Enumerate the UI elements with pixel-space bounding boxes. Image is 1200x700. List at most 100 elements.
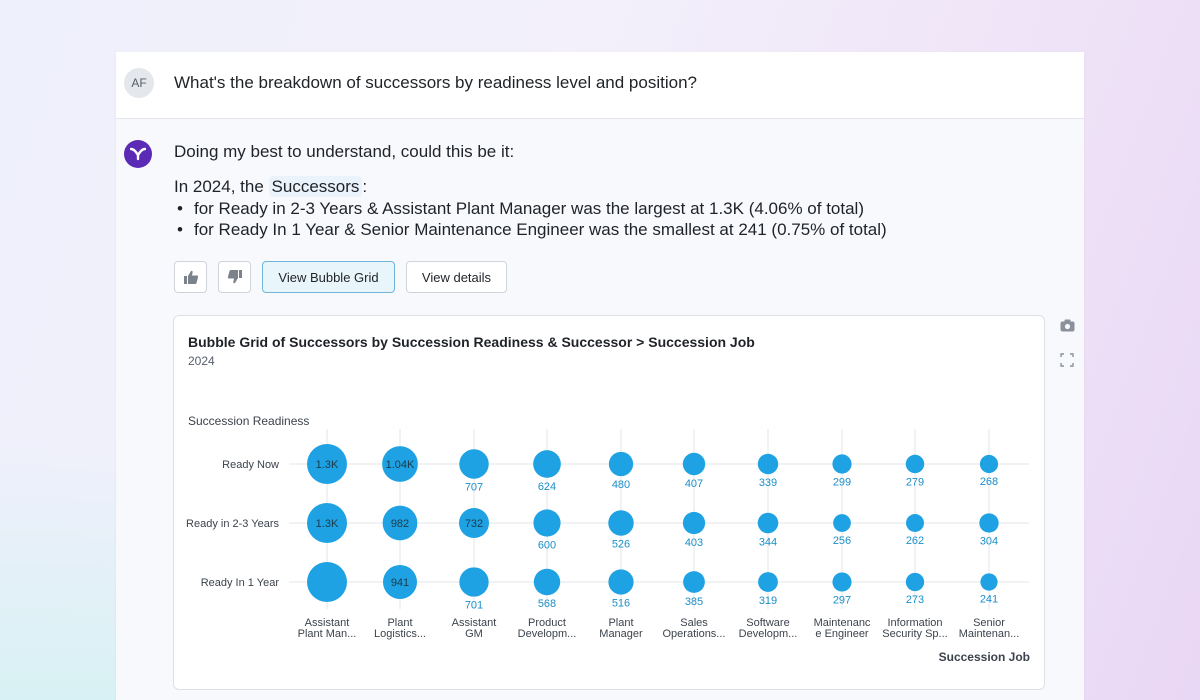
bubble xyxy=(608,569,634,595)
bubble xyxy=(307,503,347,543)
bubble xyxy=(980,573,998,591)
bubble xyxy=(307,562,347,602)
bubble-label: 256 xyxy=(833,535,851,547)
thumbs-up-icon xyxy=(183,270,198,284)
bubble-label: 279 xyxy=(906,476,924,488)
column-label: e Engineer xyxy=(815,628,869,640)
bubble-label: 241 xyxy=(980,594,998,606)
column-label: Manager xyxy=(599,628,643,640)
column-label: Developm... xyxy=(739,628,798,640)
column-label: Security Sp... xyxy=(882,628,947,640)
bubble-label: 407 xyxy=(685,478,703,490)
assistant-logo-icon xyxy=(124,140,152,168)
bubble xyxy=(382,446,418,482)
column-label: Software xyxy=(746,617,789,629)
user-message: AF What's the breakdown of successors by… xyxy=(116,52,1084,119)
bubble xyxy=(833,514,851,532)
bubble-label: 304 xyxy=(980,536,998,548)
bubble-label: 600 xyxy=(538,540,556,552)
bubble-label: 701 xyxy=(465,600,483,612)
column-label: Developm... xyxy=(518,628,577,640)
bubble xyxy=(459,449,489,479)
bubble xyxy=(905,572,925,592)
bubble-label: 1.04K xyxy=(386,459,415,471)
bubble-label: 707 xyxy=(465,482,483,494)
bubble xyxy=(832,572,852,592)
column-label: Maintenanc xyxy=(814,617,871,629)
chart-title: Bubble Grid of Successors by Succession … xyxy=(188,334,755,350)
chat-panel: AF What's the breakdown of successors by… xyxy=(116,52,1084,700)
bubble-label: 319 xyxy=(759,595,777,607)
thumbs-up-button[interactable] xyxy=(174,261,207,293)
camera-icon[interactable] xyxy=(1059,317,1075,333)
bubble-label: 1.3K xyxy=(316,518,339,530)
bubble xyxy=(832,454,852,474)
bubble xyxy=(905,454,925,474)
column-label: Plant xyxy=(387,617,412,629)
bubble-grid-chart: Ready Now Ready in 2-3 Years Ready In 1 Ye… xyxy=(186,429,1029,640)
bubble-label: 268 xyxy=(980,476,998,488)
user-question: What's the breakdown of successors by re… xyxy=(174,73,697,92)
column-label: Information xyxy=(887,617,942,629)
bubble xyxy=(906,514,924,532)
column-label: Assistant xyxy=(305,617,350,629)
bubble-label: 568 xyxy=(538,598,556,610)
column-label: GM xyxy=(465,628,483,640)
view-details-button[interactable]: View details xyxy=(406,261,507,293)
avatar: AF xyxy=(124,68,154,98)
bubble xyxy=(533,450,561,478)
answer-lead-prefix: In 2024, the xyxy=(174,177,264,196)
thumbs-down-button[interactable] xyxy=(218,261,251,293)
bubble-grid-card: Bubble Grid of Successors by Succession … xyxy=(173,315,1045,690)
bubble-label: 299 xyxy=(833,477,851,489)
bubble xyxy=(608,510,634,536)
column-label: Operations... xyxy=(663,628,726,640)
column-label: Maintenan... xyxy=(959,628,1020,640)
bubble-label: 339 xyxy=(759,477,777,489)
thumbs-down-icon xyxy=(227,270,242,284)
bubble xyxy=(682,452,706,476)
chart-subtitle: 2024 xyxy=(188,354,215,368)
bubble xyxy=(757,512,779,534)
answer-bullet: for Ready In 1 Year & Senior Maintenance… xyxy=(177,220,887,240)
column-label: Plant Man... xyxy=(298,628,357,640)
bubble xyxy=(979,454,999,474)
column-label: Plant xyxy=(608,617,633,629)
column-label: Assistant xyxy=(452,617,497,629)
bubble-label: 344 xyxy=(759,536,777,548)
bubble-label: 385 xyxy=(685,596,703,608)
bubble-label: 1.3K xyxy=(316,459,339,471)
answer-intro: Doing my best to understand, could this … xyxy=(174,142,515,161)
column-label: Product xyxy=(528,617,566,629)
bubble xyxy=(533,509,561,537)
bubble-label: 624 xyxy=(538,481,556,493)
bubble-label: 516 xyxy=(612,598,630,610)
x-axis-title: Succession Job xyxy=(938,650,1030,664)
bubble-label: 273 xyxy=(906,594,924,606)
answer-lead-term[interactable]: Successors xyxy=(268,176,363,197)
bubble-label: 526 xyxy=(612,539,630,551)
row-label: Ready in 2-3 Years xyxy=(186,518,279,530)
bubble xyxy=(382,505,418,541)
bubble-label: 982 xyxy=(391,518,409,530)
y-axis-title: Succession Readiness xyxy=(188,414,310,428)
bubble xyxy=(683,571,705,593)
view-bubble-grid-button[interactable]: View Bubble Grid xyxy=(262,261,395,293)
bubble-label: 262 xyxy=(906,535,924,547)
row-label: Ready In 1 Year xyxy=(201,577,280,589)
column-label: Logistics... xyxy=(374,628,426,640)
column-label: Sales xyxy=(680,617,708,629)
bubble xyxy=(682,511,706,535)
bubble-label: 941 xyxy=(391,577,409,589)
bubble-label: 297 xyxy=(833,595,851,607)
expand-icon[interactable] xyxy=(1059,352,1075,368)
bubble xyxy=(757,453,779,475)
bubble xyxy=(382,564,418,600)
bubble-label: 732 xyxy=(465,518,483,530)
bubble-label: 403 xyxy=(685,537,703,549)
bubble xyxy=(979,513,999,533)
bubble xyxy=(459,567,489,597)
bubble xyxy=(307,444,347,484)
answer-lead: In 2024, the Successors: xyxy=(174,176,367,197)
bubble xyxy=(533,568,561,596)
